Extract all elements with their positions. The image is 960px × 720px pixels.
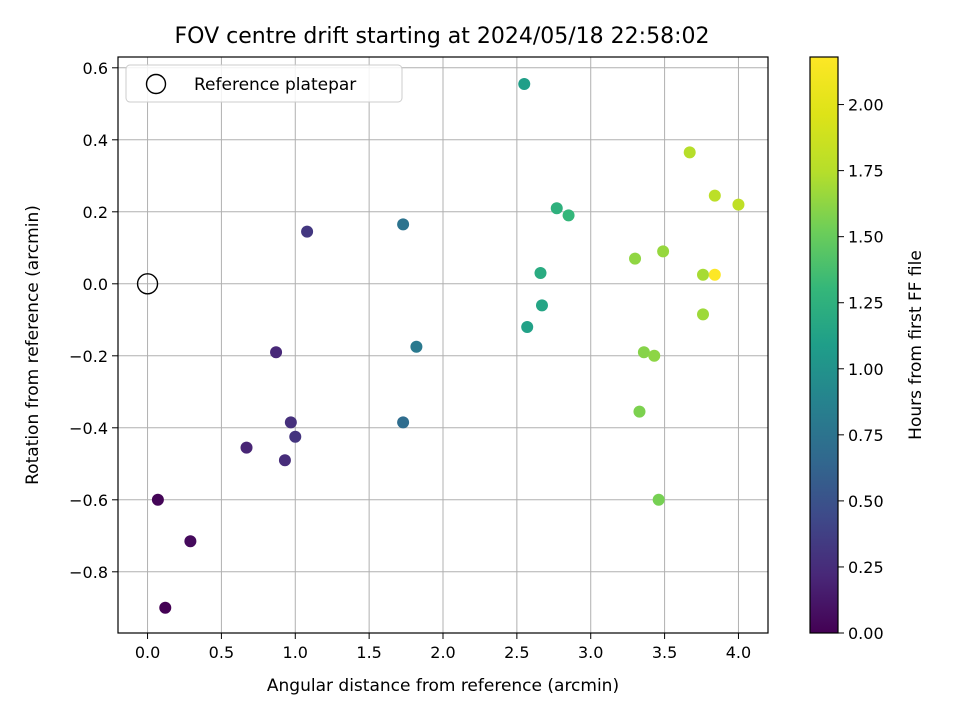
y-axis-ticks: −0.8 −0.6 −0.4 −0.2 0.0 0.2 0.4 0.6 <box>69 59 118 582</box>
colorbar-tick-label: 0.75 <box>848 426 884 445</box>
y-axis-label: Rotation from reference (arcmin) <box>23 205 43 485</box>
scatter-point <box>284 416 297 429</box>
scatter-point <box>708 189 721 202</box>
x-tick-label: 0.0 <box>135 643 160 662</box>
y-tick-label: −0.6 <box>69 491 108 510</box>
y-tick-label: 0.2 <box>83 203 108 222</box>
scatter-point <box>151 493 164 506</box>
x-tick-label: 0.5 <box>209 643 234 662</box>
scatter-point <box>521 321 534 333</box>
scatter-point <box>240 441 253 454</box>
scatter-point <box>301 225 314 238</box>
colorbar-tick-label: 1.25 <box>848 294 884 313</box>
scatter-point <box>648 349 661 362</box>
scatter-point <box>697 268 709 281</box>
scatter-point <box>550 202 563 215</box>
legend: Reference platepar <box>125 64 403 103</box>
y-tick-label: −0.8 <box>69 563 108 582</box>
legend-reference-marker <box>145 73 167 95</box>
scatter-point <box>278 454 291 467</box>
colorbar <box>809 56 839 634</box>
legend-box <box>125 64 403 103</box>
y-tick-label: 0.0 <box>83 275 108 294</box>
scatter-point <box>535 299 548 312</box>
x-axis-ticks: 0.0 0.5 1.0 1.5 2.0 2.5 3.0 3.5 4.0 <box>135 633 751 662</box>
colorbar-tick-label: 2.00 <box>848 96 884 115</box>
scatter-point <box>184 535 197 548</box>
x-tick-label: 1.0 <box>283 643 308 662</box>
colorbar-tick-label: 0.00 <box>848 624 884 643</box>
x-tick-label: 4.0 <box>726 643 751 662</box>
scatter-point <box>562 209 575 222</box>
y-tick-label: −0.2 <box>69 347 108 366</box>
scatter-point <box>697 308 709 321</box>
colorbar-tick-label: 1.50 <box>848 228 884 247</box>
reference-point <box>136 273 159 295</box>
y-tick-label: 0.4 <box>83 131 108 150</box>
scatter-point <box>397 416 410 429</box>
x-tick-label: 2.0 <box>430 643 455 662</box>
scatter-point <box>637 346 650 359</box>
scatter-point <box>410 340 423 353</box>
scatter-point <box>397 218 410 231</box>
scatter-point <box>683 146 696 159</box>
colorbar-tick-label: 1.00 <box>848 360 884 379</box>
reference-marker <box>136 273 159 295</box>
y-tick-label: −0.4 <box>69 419 108 438</box>
x-tick-label: 2.5 <box>504 643 529 662</box>
scatter-points <box>151 78 745 614</box>
x-tick-label: 3.0 <box>578 643 603 662</box>
x-tick-label: 3.5 <box>652 643 677 662</box>
scatter-point <box>270 346 283 359</box>
x-axis-label: Angular distance from reference (arcmin) <box>267 676 619 696</box>
x-tick-label: 1.5 <box>356 643 381 662</box>
colorbar-tick-label: 0.50 <box>848 492 884 511</box>
y-tick-label: 0.6 <box>83 59 108 78</box>
scatter-point <box>657 245 670 258</box>
scatter-point <box>534 267 547 279</box>
scatter-point <box>159 601 172 614</box>
legend-label: Reference platepar <box>194 75 356 95</box>
scatter-point <box>629 252 642 265</box>
scatter-point <box>633 405 646 418</box>
scatter-point <box>289 430 302 443</box>
colorbar-ticks: 0.00 0.25 0.50 0.75 1.00 1.25 1.50 1.75 2.00 <box>838 96 884 643</box>
chart-title: FOV centre drift starting at 2024/05/18 … <box>175 24 710 49</box>
colorbar-label: Hours from first FF file <box>906 250 926 440</box>
colorbar-tick-label: 1.75 <box>848 162 884 181</box>
scatter-point <box>732 198 745 211</box>
scatter-point <box>518 78 531 90</box>
colorbar-tick-label: 0.25 <box>848 558 884 577</box>
scatter-point <box>652 493 665 506</box>
scatter-point <box>708 268 721 281</box>
